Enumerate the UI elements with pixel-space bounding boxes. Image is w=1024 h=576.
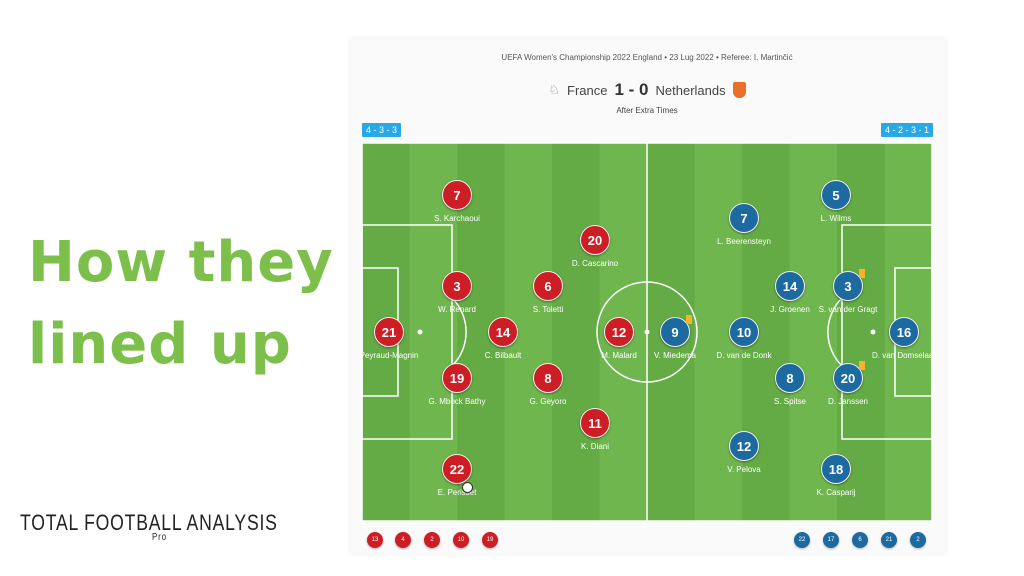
score: 1 - 0: [614, 80, 649, 99]
substitute-marker[interactable]: 4: [395, 532, 411, 548]
substitute-marker[interactable]: 19: [482, 532, 498, 548]
player-name: S. Karchaoui: [434, 214, 480, 223]
player-marker[interactable]: 19: [442, 363, 472, 393]
substitute-marker[interactable]: 10: [453, 532, 469, 548]
yellow-card-icon: [859, 269, 865, 278]
logo-sub: Pro: [152, 532, 167, 543]
player-marker[interactable]: 20: [833, 363, 863, 393]
match-title: UEFA Women's Championship 2022 England •…: [501, 53, 793, 62]
away-team: Netherlands: [655, 82, 726, 98]
player-name: C. Bilbault: [484, 351, 522, 360]
player-marker[interactable]: 6: [533, 271, 563, 301]
player-name: S. van der Gragt: [818, 305, 878, 314]
headline-line: lined up: [28, 312, 292, 377]
player-name: L. Wilms: [820, 214, 852, 223]
player-name: D. Janssen: [827, 397, 869, 406]
player-marker[interactable]: 12: [729, 431, 759, 461]
home-formation: 4 - 3 - 3: [362, 123, 402, 137]
away-formation: 4 - 2 - 3 - 1: [880, 123, 933, 137]
match-note: After Extra Times: [616, 106, 678, 115]
player-name: S. Spitse: [773, 397, 807, 406]
logo-text: Total Football Analysis: [20, 510, 278, 535]
player-marker[interactable]: 11: [580, 408, 610, 438]
player-name: G. Geyoro: [529, 397, 567, 406]
yellow-card-icon: [686, 315, 692, 324]
player-name: J. Groenen: [770, 305, 810, 314]
player-name: V. Miedema: [654, 351, 696, 360]
player-marker[interactable]: 5: [821, 180, 851, 210]
player-marker[interactable]: 8: [533, 363, 563, 393]
player-name: M. Malard: [601, 351, 637, 360]
substitute-marker[interactable]: 2: [424, 532, 440, 548]
substitute-marker[interactable]: 21: [881, 532, 897, 548]
player-name: S. Toletti: [532, 305, 564, 314]
france-crest-icon: ♘: [548, 82, 561, 97]
player-name: D. Cascarino: [571, 259, 619, 268]
headline-line: How they: [28, 230, 334, 295]
substitute-marker[interactable]: 2: [910, 532, 926, 548]
player-marker[interactable]: 21: [374, 317, 404, 347]
player-marker[interactable]: 3: [442, 271, 472, 301]
player-name: G. Mbock Bathy: [428, 397, 486, 406]
player-marker[interactable]: 14: [488, 317, 518, 347]
logo: Total Football Analysis Pro: [20, 510, 278, 543]
player-marker[interactable]: 3: [833, 271, 863, 301]
player-marker[interactable]: 14: [775, 271, 805, 301]
player-name: D. van Domselaar: [871, 351, 937, 360]
player-marker[interactable]: 12: [604, 317, 634, 347]
player-name: W. Renard: [438, 305, 476, 314]
ball-icon: [462, 482, 473, 493]
player-name: E. Perisset: [437, 488, 477, 497]
home-team: France: [567, 82, 608, 98]
substitute-marker[interactable]: 22: [794, 532, 810, 548]
player-name: V. Pelova: [727, 465, 761, 474]
player-marker[interactable]: 18: [821, 454, 851, 484]
substitute-marker[interactable]: 6: [852, 532, 868, 548]
player-marker[interactable]: 20: [580, 225, 610, 255]
yellow-card-icon: [859, 361, 865, 370]
player-name: L. Beerensteyn: [717, 237, 771, 246]
pitch-stripe: [552, 143, 600, 521]
headline: How they lined up: [28, 222, 334, 386]
player-name: K. Diani: [580, 442, 610, 451]
player-marker[interactable]: 8: [775, 363, 805, 393]
scoreline: ♘ France 1 - 0 Netherlands: [362, 80, 932, 100]
player-marker[interactable]: 7: [442, 180, 472, 210]
netherlands-crest-icon: [732, 82, 746, 98]
player-name: Peyraud-Magnin: [359, 351, 419, 360]
player-marker[interactable]: 9: [660, 317, 690, 347]
substitute-marker[interactable]: 17: [823, 532, 839, 548]
substitute-marker[interactable]: 13: [367, 532, 383, 548]
player-marker[interactable]: 22: [442, 454, 472, 484]
player-marker[interactable]: 16: [889, 317, 919, 347]
player-name: D. van de Donk: [716, 351, 772, 360]
player-marker[interactable]: 7: [729, 203, 759, 233]
player-marker[interactable]: 10: [729, 317, 759, 347]
player-name: K. Casparij: [816, 488, 856, 497]
